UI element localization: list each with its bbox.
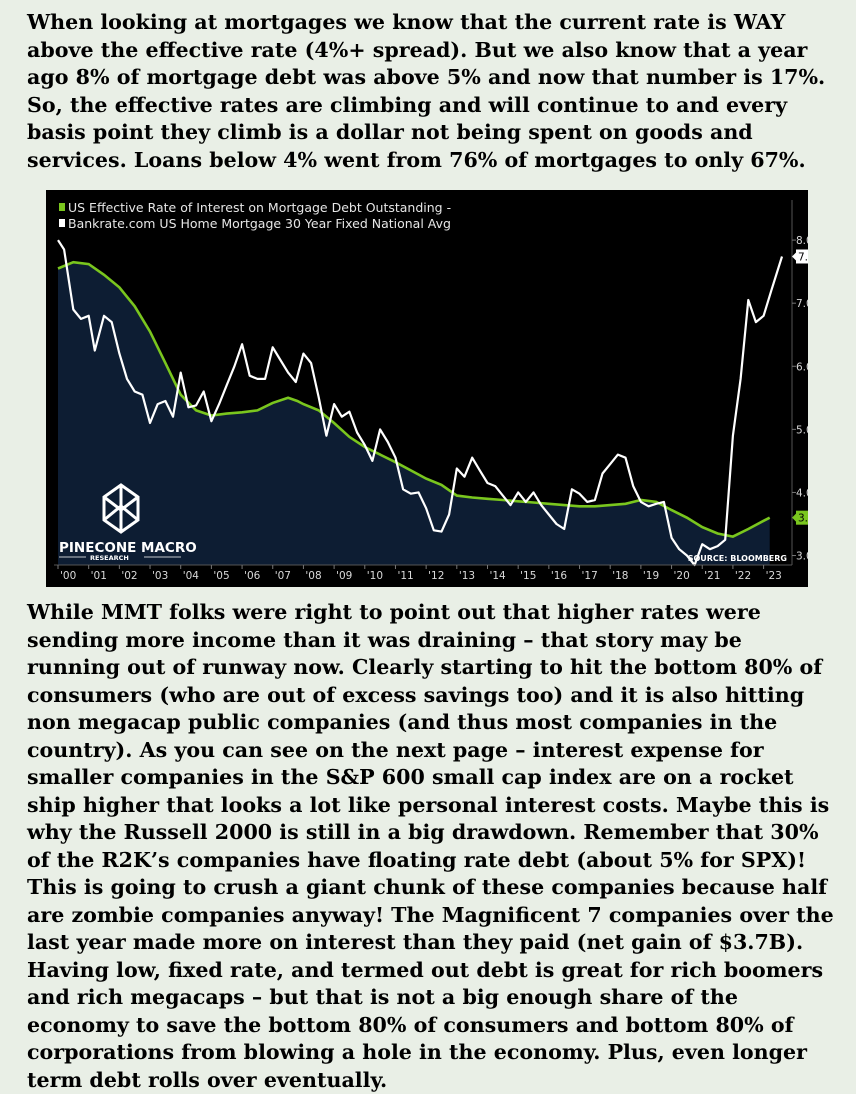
x-tick-label: '11 <box>397 570 413 582</box>
x-tick-label: '23 <box>766 570 782 582</box>
x-tick-label: '10 <box>367 570 383 582</box>
bankrate-line <box>57 239 784 567</box>
y-tick-label: 5.00 <box>796 424 808 436</box>
pinecone-logo-icon <box>102 483 140 534</box>
x-tick-label: '09 <box>336 570 352 582</box>
x-tick-label: '18 <box>612 570 628 582</box>
last-value-effective: 3.60 <box>798 513 808 525</box>
x-tick-label: '07 <box>275 570 291 582</box>
y-tick-label: 8.00 <box>796 235 808 247</box>
brand-tagline: RESEARCH <box>90 554 129 562</box>
x-tick-label: '17 <box>582 570 598 582</box>
brand-name: PINECONE MACRO <box>59 540 197 556</box>
x-tick-label: '01 <box>91 570 107 582</box>
source-label: SOURCE: BLOOMBERG <box>688 554 787 563</box>
x-tick-label: '04 <box>183 570 200 582</box>
last-value-effective-bg <box>796 510 808 525</box>
x-tick-label: '16 <box>551 570 568 582</box>
x-tick-label: '12 <box>428 570 444 582</box>
x-tick-label: '19 <box>643 570 659 582</box>
x-tick-label: '08 <box>305 570 321 582</box>
analysis-paragraph: While MMT folks were right to point out … <box>27 600 834 1092</box>
x-tick-label: '14 <box>489 570 506 582</box>
intro-paragraph: When looking at mortgages we know that t… <box>27 10 826 172</box>
x-tick-label: '22 <box>735 570 751 582</box>
y-tick-label: 4.00 <box>796 487 808 499</box>
x-tick-label: '21 <box>704 570 720 582</box>
legend-swatch-effective <box>59 203 65 211</box>
last-value-bankrate-pointer <box>792 252 796 261</box>
mortgage-rate-chart: US Effective Rate of Interest on Mortgag… <box>46 190 808 587</box>
last-value-effective-pointer <box>792 513 796 522</box>
legend-swatch-bankrate <box>59 219 65 227</box>
effective-rate-line <box>57 260 771 538</box>
chart-svg: US Effective Rate of Interest on Mortgag… <box>54 200 808 582</box>
x-tick-label: '06 <box>244 570 261 582</box>
x-tick-label: '05 <box>213 570 229 582</box>
last-value-bankrate-bg <box>796 249 808 264</box>
y-tick-label: 6.00 <box>796 361 808 373</box>
y-tick-label: 3.00 <box>796 551 808 563</box>
x-tick-label: '03 <box>152 570 168 582</box>
effective-rate-area <box>58 262 770 565</box>
legend-label-effective: US Effective Rate of Interest on Mortgag… <box>68 200 451 215</box>
x-tick-label: '00 <box>60 570 76 582</box>
last-value-bankrate: 7.74 <box>798 251 808 263</box>
x-tick-label: '02 <box>121 570 137 582</box>
y-tick-label: 7.00 <box>796 298 808 310</box>
x-tick-label: '20 <box>674 570 690 582</box>
x-tick-label: '13 <box>459 570 475 582</box>
legend-label-bankrate: Bankrate.com US Home Mortgage 30 Year Fi… <box>68 216 451 231</box>
x-tick-label: '15 <box>520 570 536 582</box>
